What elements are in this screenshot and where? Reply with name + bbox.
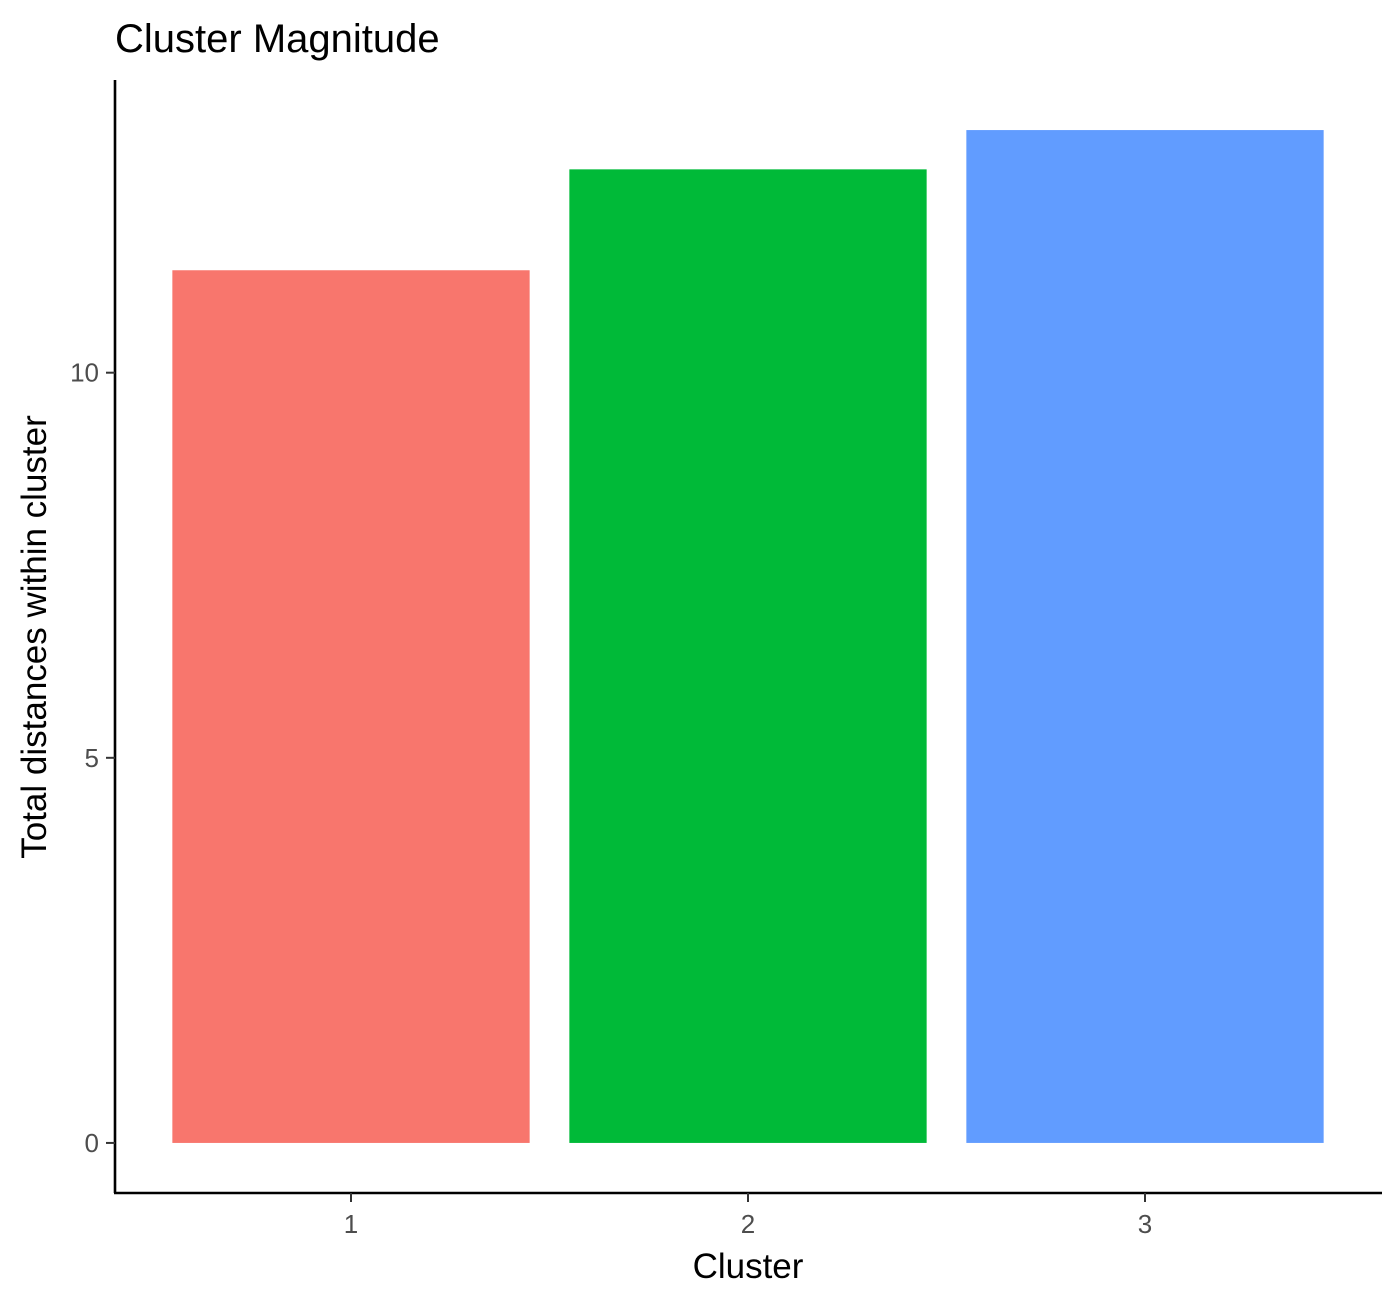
x-axis-title: Cluster [693,1247,804,1286]
bar-cluster-3 [966,130,1324,1143]
x-ticks-group: 1 2 3 [344,1193,1152,1239]
y-tick-label: 5 [85,743,99,773]
y-tick-label: 0 [85,1128,99,1158]
bar-cluster-1 [172,270,530,1143]
chart-title: Cluster Magnitude [115,17,440,61]
y-tick-label: 10 [70,358,99,388]
bar-cluster-2 [569,169,927,1143]
x-tick-label: 3 [1138,1209,1152,1239]
x-tick-label: 1 [344,1209,358,1239]
x-tick-label: 2 [741,1209,755,1239]
bars-group [172,130,1324,1143]
y-ticks-group: 0 5 10 [70,358,115,1158]
y-axis-title: Total distances within cluster [15,415,54,859]
